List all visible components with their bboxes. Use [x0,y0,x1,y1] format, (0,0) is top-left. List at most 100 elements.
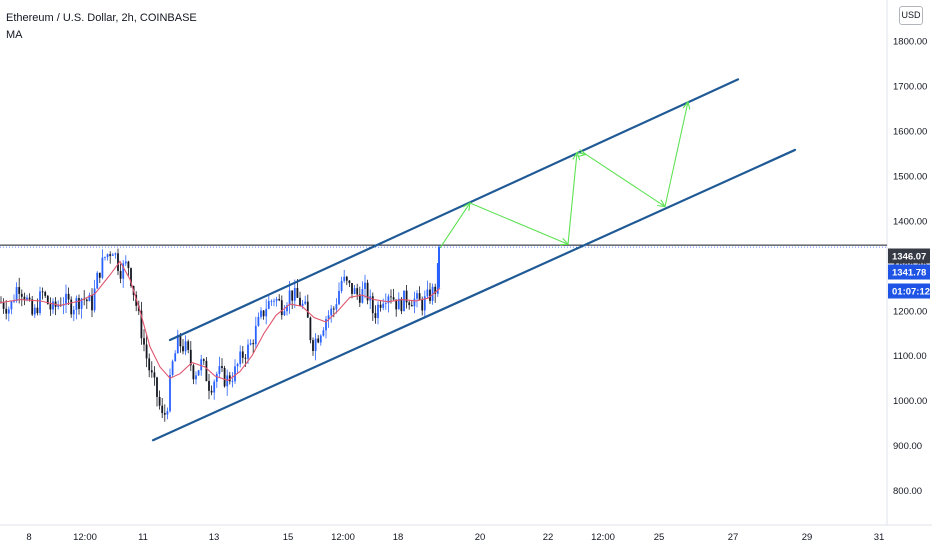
candle [122,260,125,288]
candle [358,286,361,307]
candle [299,291,301,307]
price-tag: 01:07:12 [888,283,930,299]
arrow-segment [469,202,570,246]
candle [416,290,418,308]
time-axis-ticks: 8 12:00 11 13 15 12:00 18 20 22 12:00 25 27 29 31 [26,532,884,543]
candle [208,373,210,400]
candle [218,356,221,378]
candle [257,312,260,327]
candle [221,358,223,373]
candle [293,279,296,309]
candle [111,253,114,256]
candle [54,297,57,316]
candle [130,267,132,288]
candle [15,282,18,303]
price-tick-label: 1100.00 [893,351,927,362]
price-tick-label: 1500.00 [893,172,927,183]
candle [197,370,200,376]
candle [325,316,327,339]
candle [52,298,54,314]
candle [405,285,408,309]
channel-lines[interactable] [151,78,797,442]
candle [247,339,249,364]
candle [371,292,374,321]
candle [338,282,340,306]
candle [31,296,34,316]
candle [44,290,47,299]
candle [434,283,437,303]
candles [0,245,440,422]
price-tags: 1346.07 1341.78 01:07:12 [888,248,930,299]
candle [98,272,101,284]
candle [148,353,151,378]
candle [72,305,75,322]
candle [312,337,314,356]
candle [161,397,164,419]
time-tick-label: 29 [802,532,813,543]
candle [104,256,106,261]
candle [361,281,364,304]
candle [236,362,239,374]
candle [33,304,36,318]
candle [145,334,148,368]
horizontal-level-line[interactable] [0,244,887,248]
candle [377,301,379,325]
candle [267,295,270,310]
candle [304,295,307,306]
candle [395,299,398,317]
chart-title: Ethereum / U.S. Dollar, 2h, COINBASE [6,12,197,24]
candle [260,307,262,320]
candle [413,291,416,314]
candle [429,282,431,304]
candle [210,385,213,396]
candle [374,305,377,324]
currency-button[interactable]: USD [899,6,923,25]
candle [231,372,234,388]
candle [202,358,205,365]
candle [49,297,52,316]
time-tick-label: 8 [26,532,31,543]
candle [67,287,70,306]
candle [62,297,65,315]
candle [140,301,143,345]
candle [171,359,174,377]
candle [364,274,366,299]
candle [288,280,291,314]
candle [192,363,195,385]
candle [10,300,13,315]
candle [306,294,309,318]
price-tick-label: 800.00 [893,486,922,497]
candle [158,390,161,410]
candle [348,279,351,287]
candle [280,295,283,320]
indicator-label[interactable]: MA [6,29,23,41]
candle [275,296,278,307]
candle [356,283,359,300]
candle [41,287,44,300]
candle [184,335,187,356]
candle [176,329,179,354]
candle [2,298,5,314]
channel-upper-line [168,78,740,342]
candle [96,271,99,289]
candle [143,329,145,352]
candle [78,294,80,315]
candle [408,299,411,310]
time-tick-label: 27 [728,532,739,543]
price-tick-label: 1800.00 [893,37,927,48]
projection-arrows[interactable] [439,100,691,249]
price-tick-label: 1600.00 [893,127,927,138]
candle [252,339,255,354]
candle [265,299,268,325]
candle [309,316,312,344]
candle [392,288,395,301]
price-tag: 1341.78 [888,264,930,280]
svg-text:1346.07: 1346.07 [892,252,926,263]
candle [436,263,439,297]
time-tick-label: 11 [138,532,148,543]
candle [369,289,372,309]
candle [345,275,348,286]
time-tick-label: 12:00 [591,532,615,543]
candle [174,350,177,362]
